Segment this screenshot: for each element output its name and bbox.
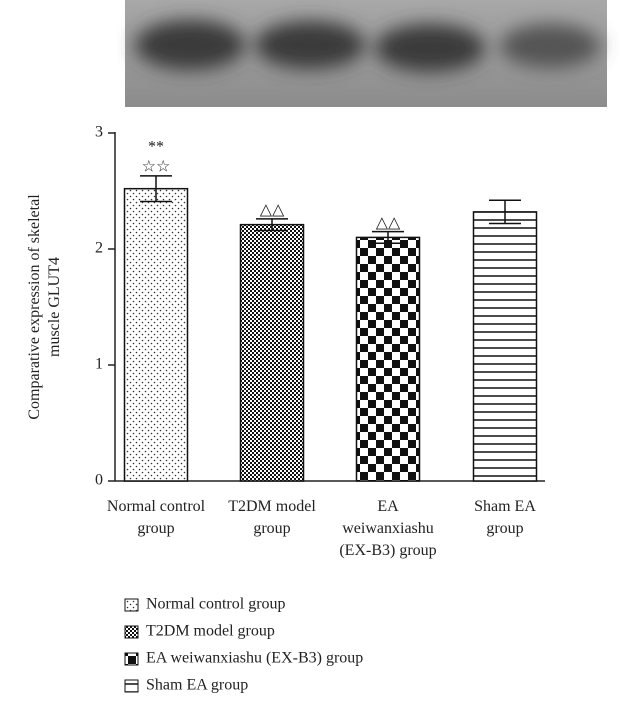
legend-swatch [125,680,138,692]
y-tick-label: 3 [95,124,103,141]
legend-label: Sham EA group [146,677,248,694]
bar [357,237,420,481]
legend-swatch [125,626,138,638]
legend-label: Normal control group [146,596,286,613]
y-tick-label: 0 [95,472,103,489]
y-tick-label: 1 [95,356,103,373]
significance-marker: ☆☆ [142,159,171,176]
chart: Comparative expression of skeletalmuscle… [0,0,625,701]
legend-swatch [125,599,138,611]
bar [241,225,304,481]
significance-marker: ** [148,139,164,156]
legend-swatch [125,653,138,665]
significance-marker: △△ [376,214,401,231]
y-tick-label: 2 [95,240,103,257]
bar [474,212,537,481]
significance-marker: △△ [260,202,285,219]
legend-label: T2DM model group [146,623,275,640]
blot-image [125,0,607,107]
bar [125,189,188,481]
legend-label: EA weiwanxiashu (EX-B3) group [146,650,363,667]
